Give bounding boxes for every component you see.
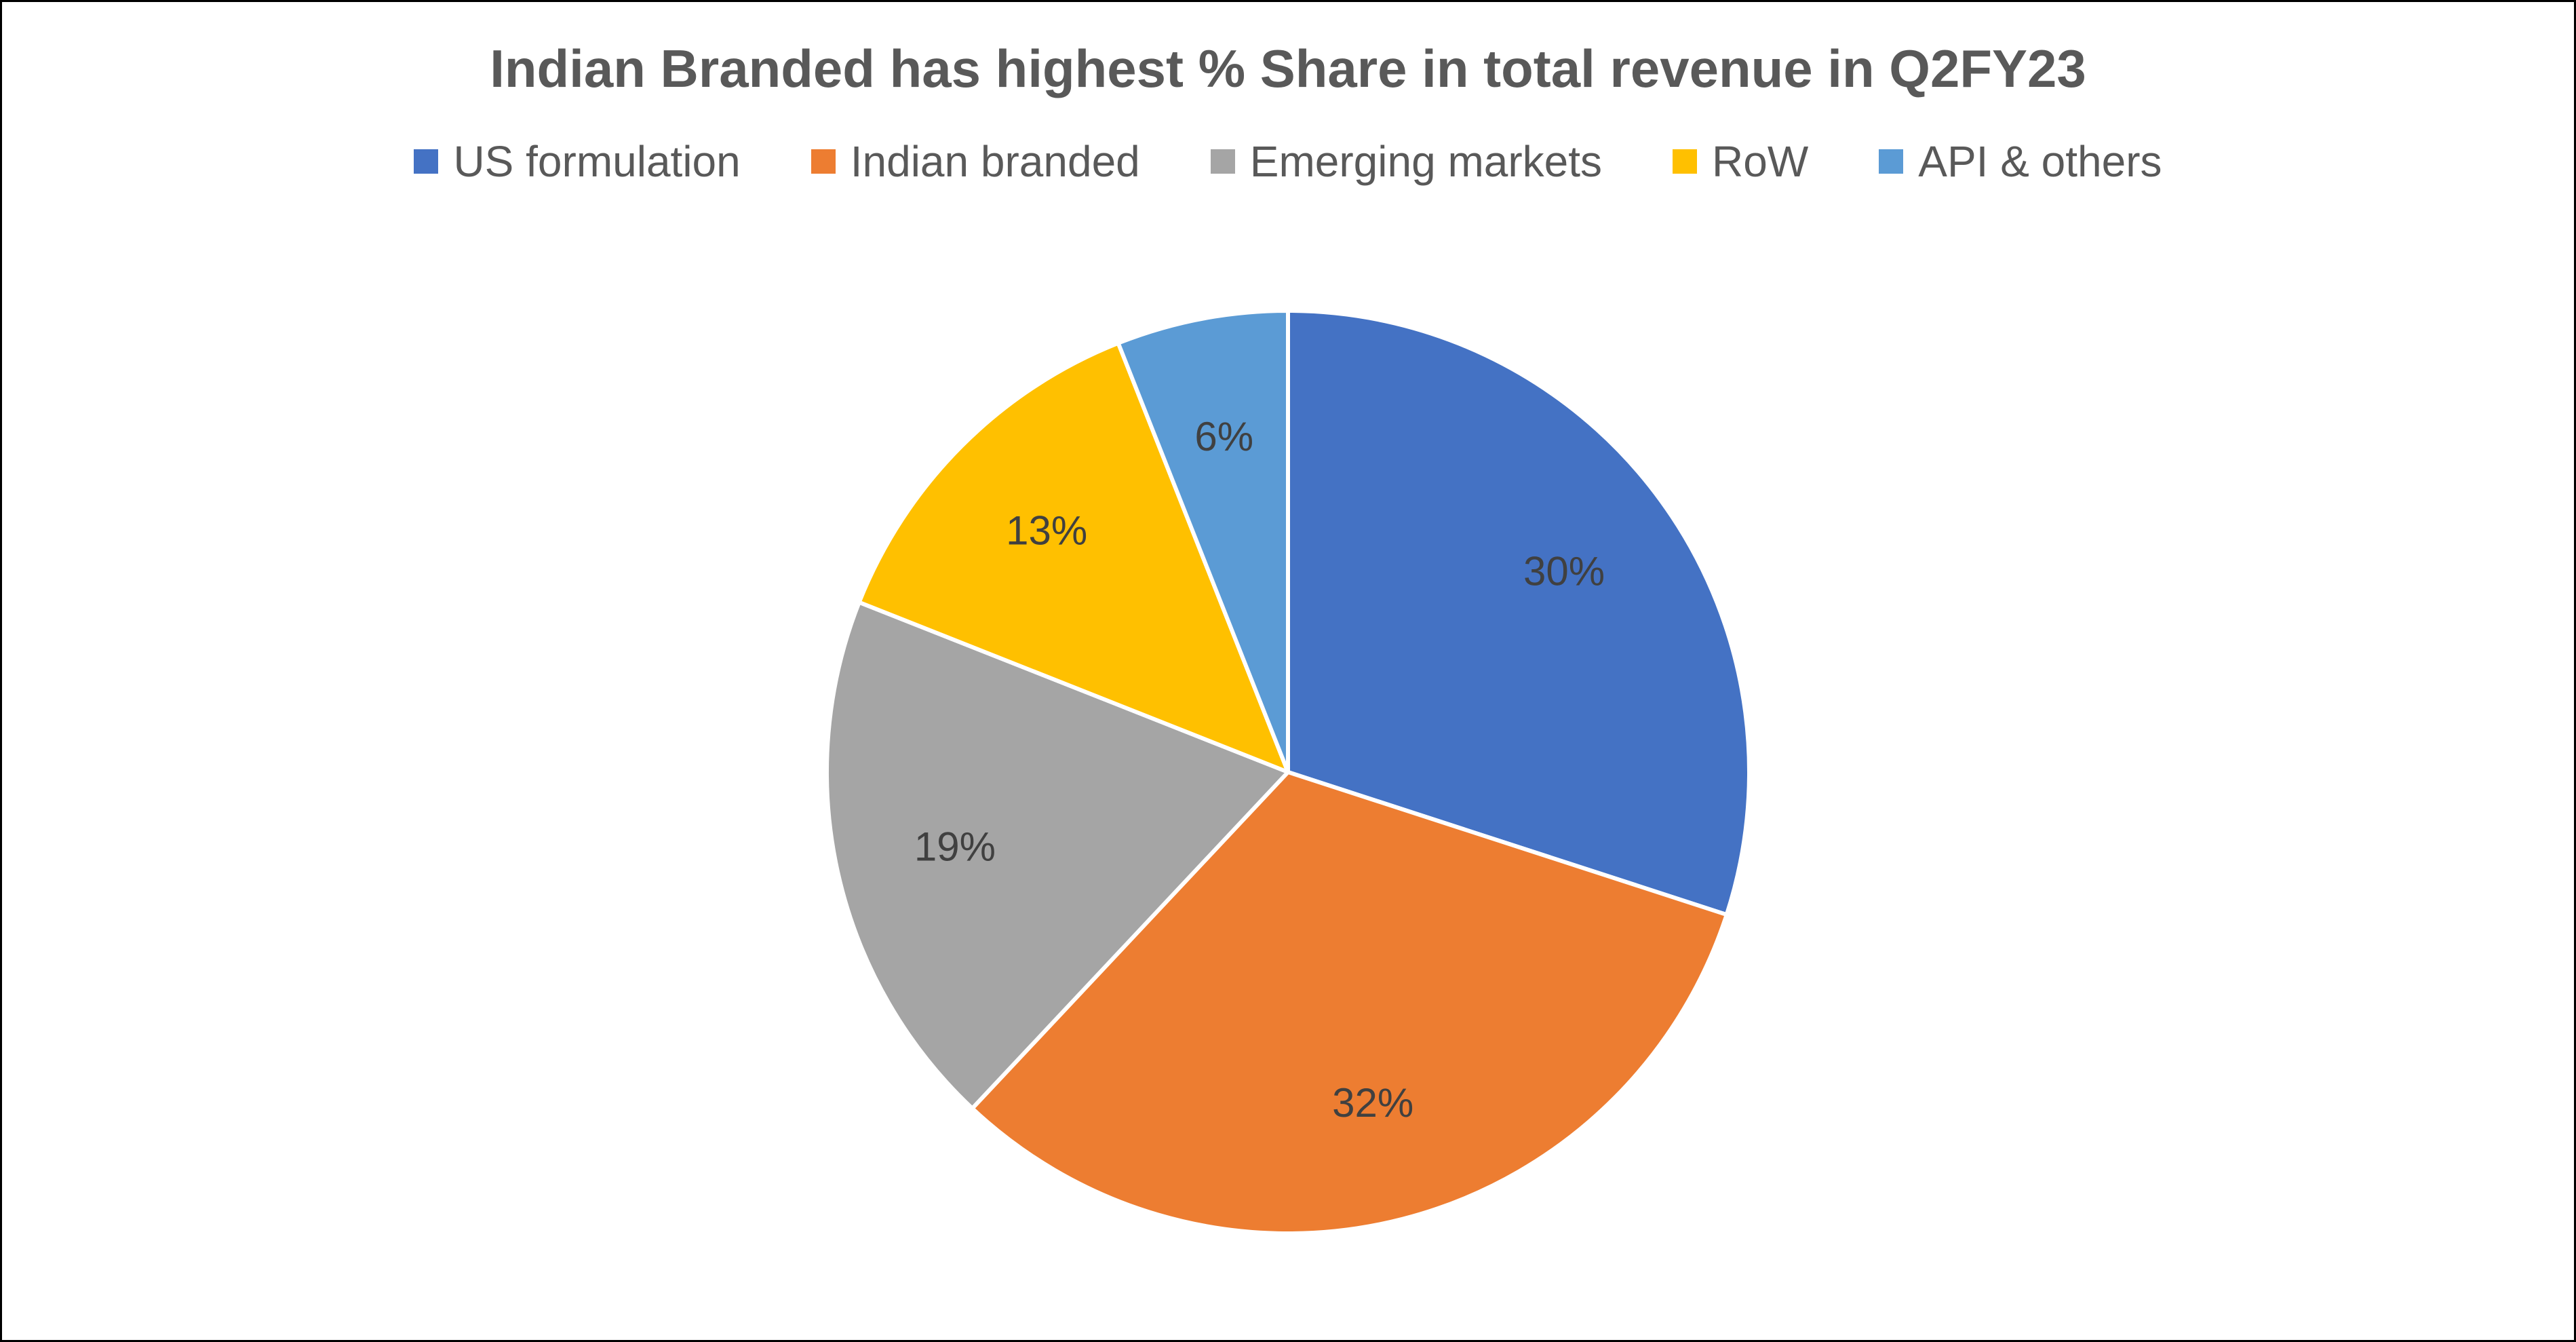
legend-label-indian-branded: Indian branded [850,137,1140,186]
data-label-row: 13% [1006,508,1087,554]
data-label-emerging-markets: 19% [914,824,996,869]
legend-item-emerging-markets: Emerging markets [1210,131,1603,192]
legend-label-emerging-markets: Emerging markets [1249,137,1603,186]
legend-item-indian-branded: Indian branded [811,131,1140,192]
data-label-indian-branded: 32% [1332,1080,1413,1126]
legend-item-api-others: API & others [1879,131,2162,192]
legend-label-us-formulation: US formulation [453,137,741,186]
legend-label-api-others: API & others [1918,137,2162,186]
legend-swatch-api-others [1879,149,1904,174]
chart-legend: US formulation Indian branded Emerging m… [2,131,2574,192]
legend-item-row: RoW [1673,131,1808,192]
pie-slice-indian-branded [970,770,1729,1235]
data-label-us-formulation: 30% [1523,549,1605,594]
legend-item-us-formulation: US formulation [414,131,741,192]
legend-swatch-indian-branded [811,149,836,174]
data-label-api-others: 6% [1194,414,1253,459]
pie-slice-row [857,341,1290,774]
pie-slice-us-formulation [1286,309,1751,917]
legend-swatch-us-formulation [414,149,439,174]
legend-label-row: RoW [1712,137,1809,186]
chart-title: Indian Branded has highest % Share in to… [490,39,2086,98]
legend-swatch-row [1673,149,1698,174]
pie-slice-api-others [1116,309,1290,774]
pie-slice-emerging-markets [824,600,1290,1111]
legend-swatch-emerging-markets [1210,149,1235,174]
